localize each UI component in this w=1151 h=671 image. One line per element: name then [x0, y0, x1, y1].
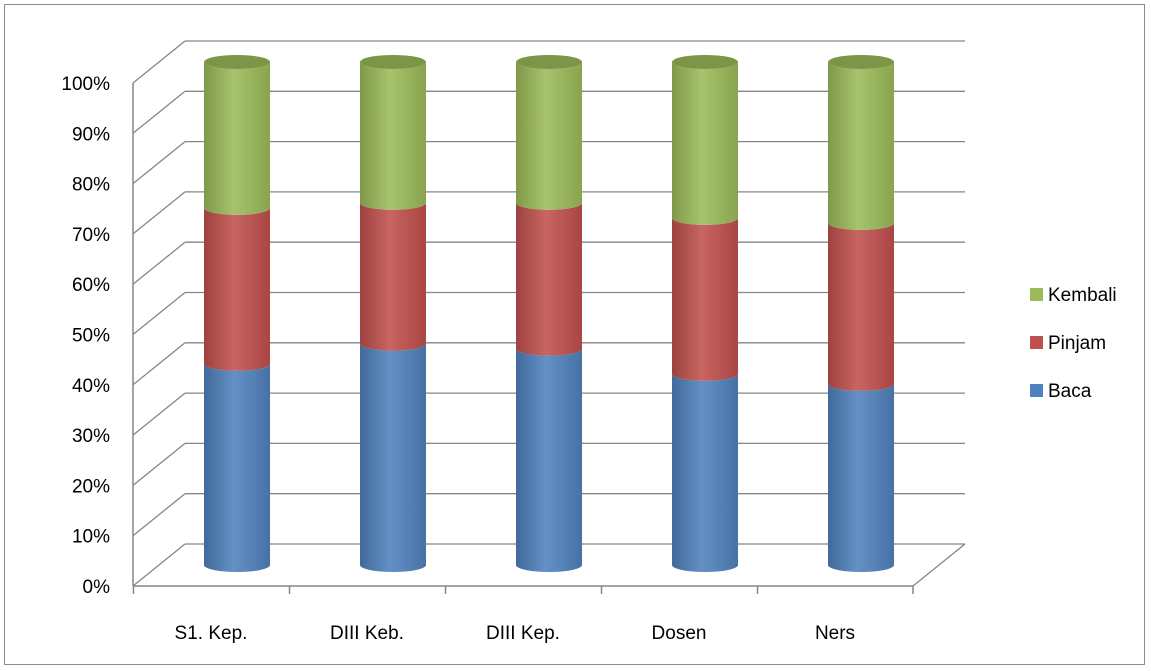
y-tick-label: 20% [72, 476, 110, 497]
y-tick-label: 30% [72, 426, 110, 447]
bar-segment-kembali [516, 62, 582, 210]
y-tick-label: 0% [83, 577, 111, 598]
bar-segment-baca [204, 363, 270, 572]
y-tick-label: 80% [72, 175, 110, 196]
gridline-side [132, 543, 186, 587]
y-tick-label: 90% [72, 124, 110, 145]
bar-segment-pinjam [516, 202, 582, 356]
gridline-side [132, 493, 186, 537]
bar-top-cap [828, 55, 894, 69]
bar-segment-kembali [204, 62, 270, 215]
x-category-label: Dosen [652, 623, 707, 644]
gridline-side [132, 191, 186, 235]
legend-swatch [1030, 288, 1043, 301]
gridline-side [132, 141, 186, 185]
floor-edge [912, 543, 966, 587]
legend-label: Pinjam [1048, 333, 1106, 354]
legend-label: Baca [1048, 381, 1092, 402]
gridline-side [132, 241, 186, 285]
legend-swatch [1030, 384, 1043, 397]
bar-segment-kembali [672, 62, 738, 225]
y-tick-label: 50% [72, 326, 110, 347]
gridline-side [132, 342, 186, 386]
x-category-label: DIII Keb. [330, 623, 404, 644]
bar-segment-baca [360, 343, 426, 572]
axes [132, 83, 914, 594]
y-tick-label: 60% [72, 275, 110, 296]
x-category-label: Ners [815, 623, 855, 644]
bar-segment-baca [828, 383, 894, 572]
gridline-side [132, 90, 186, 134]
y-tick-label: 70% [72, 225, 110, 246]
bar-segment-kembali [828, 62, 894, 230]
gridline-side [132, 291, 186, 336]
gridline-side [132, 442, 186, 486]
bar-top-cap [360, 55, 426, 69]
bar-segment-pinjam [204, 207, 270, 371]
bar-segment-baca [516, 348, 582, 572]
bar-segment-pinjam [672, 217, 738, 381]
legend-swatch [1030, 336, 1043, 349]
y-tick-label: 40% [72, 376, 110, 397]
bar-segment-kembali [360, 62, 426, 210]
bar-segment-pinjam [828, 222, 894, 391]
bar-top-cap [516, 55, 582, 69]
bars [204, 55, 894, 572]
y-tick-label: 10% [72, 527, 110, 548]
bar-top-cap [672, 55, 738, 69]
bar-segment-baca [672, 373, 738, 572]
y-tick-label: 100% [61, 74, 110, 95]
gridline-side [132, 392, 186, 436]
gridline-side [132, 40, 186, 84]
legend: Kembali Pinjam Baca [1030, 285, 1117, 402]
x-category-label: S1. Kep. [175, 623, 248, 644]
x-category-label: DIII Kep. [486, 623, 560, 644]
tick-labels: 0% 10% 20% 30% 40% 50% 60% 70% 80% 90% 100% S1. Kep… [61, 74, 855, 644]
bar-segment-pinjam [360, 202, 426, 351]
bar-top-cap [204, 55, 270, 69]
legend-label: Kembali [1048, 285, 1117, 306]
